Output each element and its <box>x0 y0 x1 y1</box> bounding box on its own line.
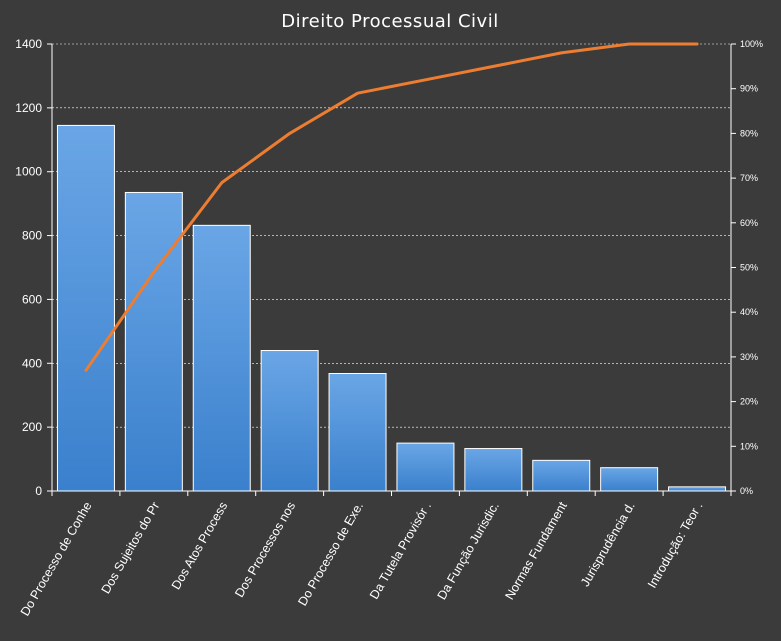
y-tick-label-2: 400 <box>22 356 42 370</box>
y2-tick-label-2: 20% <box>740 397 758 407</box>
category-label-10: Introdução: Teor . <box>645 500 706 591</box>
category-label-3: Dos Atos Process <box>169 500 230 592</box>
y-tick-label-3: 600 <box>22 292 42 306</box>
y2-tick-label-1: 10% <box>740 441 758 451</box>
y2-tick-label-9: 90% <box>740 84 758 94</box>
category-label-6: Da Tutela Provisór . <box>367 500 434 602</box>
y-tick-label-7: 1400 <box>15 37 42 51</box>
y2-tick-label-8: 80% <box>740 128 758 138</box>
chart-title: Direito Processual Civil <box>281 11 498 32</box>
y-tick-label-4: 800 <box>22 229 42 243</box>
category-labels: Do Processo de Conhe Dos Sujeitos do Pr Do… <box>18 499 706 618</box>
y2-tick-label-0: 0% <box>740 486 753 496</box>
category-label-5: Do Processo de Exe. <box>295 500 366 609</box>
y-tick-label-6: 1200 <box>15 101 42 115</box>
bar-1 <box>56 124 115 492</box>
bar-3 <box>192 224 251 492</box>
left-axis-ticks: 0 200 400 600 800 1000 1200 1400 <box>15 37 42 498</box>
cumulative-percent-line <box>84 42 699 372</box>
category-label-9: Jurisprudência d. <box>578 500 638 589</box>
right-axis-ticks: 0% 10% 20% 30% 40% 50% 60% 70% 80% 90% 100% <box>740 39 763 496</box>
y-tick-label-5: 1000 <box>15 165 42 179</box>
bar-4 <box>260 350 319 492</box>
category-label-8: Normas Fundament <box>502 499 570 602</box>
bar-5 <box>328 373 387 492</box>
bar-8 <box>532 459 591 492</box>
axes <box>47 43 736 496</box>
y-tick-label-0: 0 <box>35 484 42 498</box>
y2-tick-label-5: 50% <box>740 263 758 273</box>
bar-2 <box>124 191 183 492</box>
category-label-2: Dos Sujeitos do Pr <box>99 500 163 597</box>
bar-7 <box>464 448 523 492</box>
bar-10 <box>668 486 727 492</box>
category-label-7: Da Função Jurisdic. <box>435 499 502 602</box>
y-tick-label-1: 200 <box>22 420 42 434</box>
y2-tick-label-10: 100% <box>740 39 763 49</box>
y2-tick-label-6: 60% <box>740 218 758 228</box>
category-label-4: Dos Processos nos <box>232 500 298 600</box>
y2-tick-label-3: 30% <box>740 352 758 362</box>
bar-series <box>56 124 727 492</box>
cumulative-line-series <box>84 42 699 372</box>
bar-6 <box>396 442 455 492</box>
bar-9 <box>600 467 659 492</box>
y2-tick-label-4: 40% <box>740 307 758 317</box>
category-label-1: Do Processo de Conhe <box>18 499 95 618</box>
y2-tick-label-7: 70% <box>740 173 758 183</box>
